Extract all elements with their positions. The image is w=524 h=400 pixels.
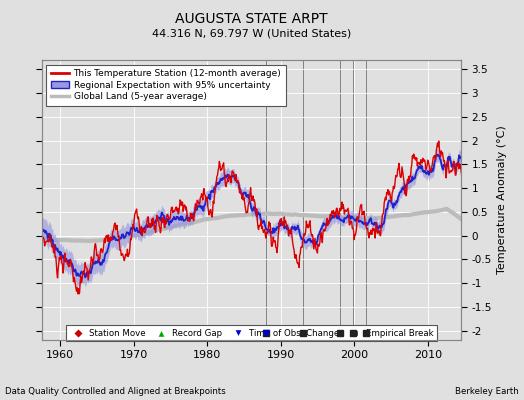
Text: 44.316 N, 69.797 W (United States): 44.316 N, 69.797 W (United States) [152, 28, 351, 38]
Text: Data Quality Controlled and Aligned at Breakpoints: Data Quality Controlled and Aligned at B… [5, 387, 226, 396]
Text: AUGUSTA STATE ARPT: AUGUSTA STATE ARPT [175, 12, 328, 26]
Y-axis label: Temperature Anomaly (°C): Temperature Anomaly (°C) [497, 126, 507, 274]
Legend: Station Move, Record Gap, Time of Obs. Change, Empirical Break: Station Move, Record Gap, Time of Obs. C… [66, 326, 437, 341]
Text: Berkeley Earth: Berkeley Earth [455, 387, 519, 396]
